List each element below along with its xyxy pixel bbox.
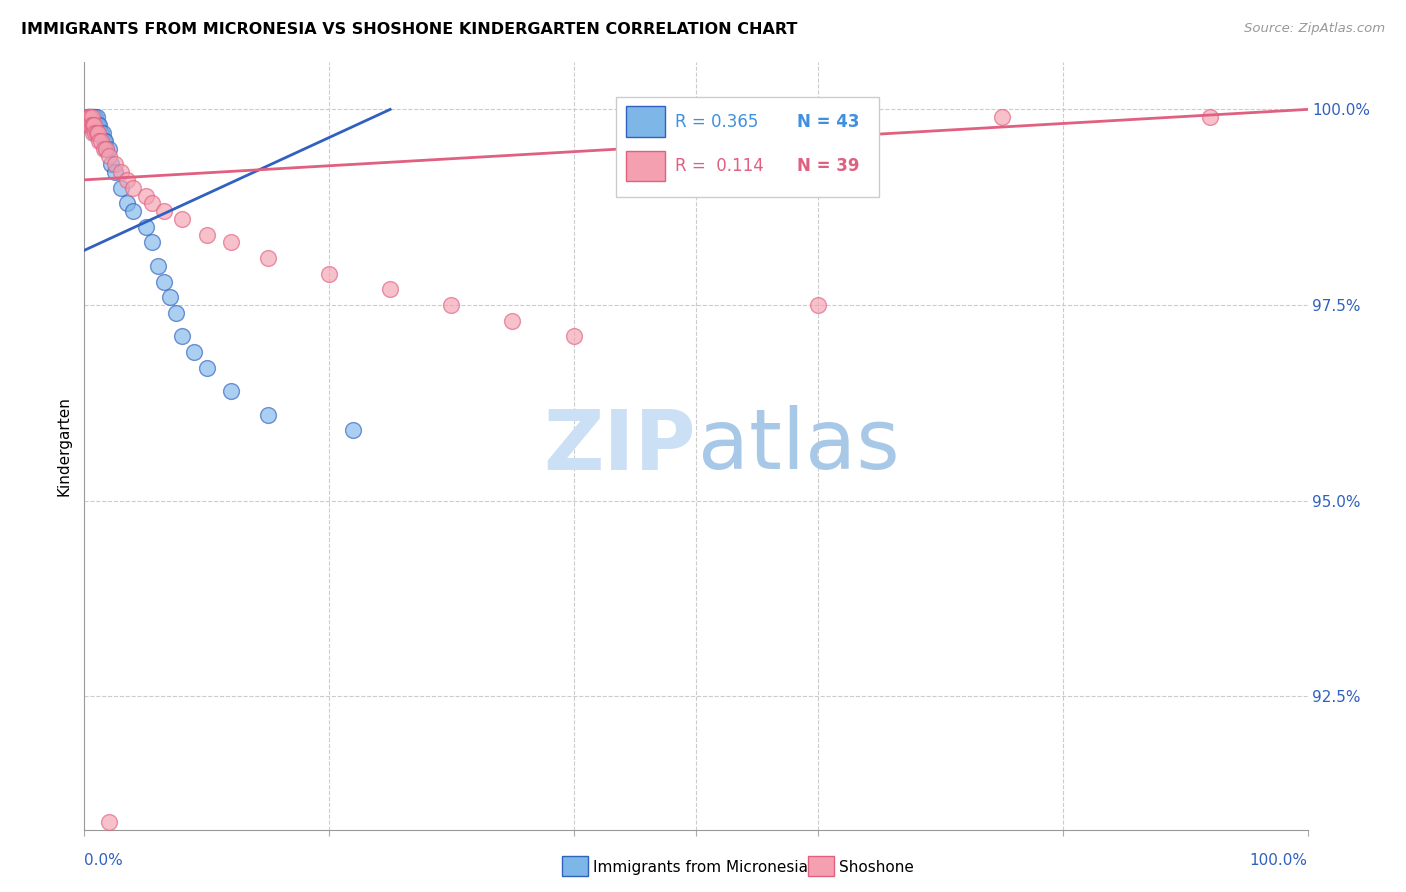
Point — [115, 196, 138, 211]
Point — [77, 110, 100, 124]
Point — [84, 118, 107, 132]
Point — [77, 110, 100, 124]
Point — [79, 110, 101, 124]
Point — [93, 142, 115, 156]
Point — [93, 134, 115, 148]
Point — [77, 110, 100, 124]
Point — [84, 110, 107, 124]
Text: ZIP: ZIP — [544, 406, 696, 486]
Y-axis label: Kindergarten: Kindergarten — [56, 396, 72, 496]
Point — [110, 165, 132, 179]
Point — [90, 134, 112, 148]
Point — [82, 110, 104, 124]
Text: atlas: atlas — [699, 406, 900, 486]
Point — [97, 149, 120, 163]
Point — [91, 126, 114, 140]
Point — [87, 134, 110, 148]
Point — [104, 165, 127, 179]
Point — [115, 173, 138, 187]
Point — [104, 157, 127, 171]
Point — [257, 251, 280, 265]
Point — [90, 126, 112, 140]
Point — [82, 118, 104, 132]
Point — [77, 110, 100, 124]
Point — [77, 118, 100, 132]
Point — [195, 227, 218, 242]
Point — [77, 118, 100, 132]
Point — [86, 126, 108, 140]
Text: R = 0.365: R = 0.365 — [675, 112, 759, 130]
Point — [97, 142, 120, 156]
Point — [96, 142, 118, 156]
Point — [172, 212, 194, 227]
Point — [80, 110, 103, 124]
Point — [318, 267, 340, 281]
Point — [219, 235, 242, 250]
Point — [153, 204, 176, 219]
Text: Immigrants from Micronesia: Immigrants from Micronesia — [593, 860, 808, 874]
Point — [77, 110, 100, 124]
FancyBboxPatch shape — [616, 97, 880, 197]
Text: IMMIGRANTS FROM MICRONESIA VS SHOSHONE KINDERGARTEN CORRELATION CHART: IMMIGRANTS FROM MICRONESIA VS SHOSHONE K… — [21, 22, 797, 37]
Point — [110, 180, 132, 194]
Point — [153, 275, 176, 289]
Point — [562, 329, 585, 343]
Point — [83, 110, 105, 124]
Text: 0.0%: 0.0% — [84, 853, 124, 868]
Point — [146, 259, 169, 273]
Point — [183, 345, 205, 359]
Point — [100, 157, 122, 171]
Text: N = 39: N = 39 — [797, 157, 860, 175]
Point — [86, 110, 108, 124]
Bar — [626, 106, 665, 136]
Text: R =  0.114: R = 0.114 — [675, 157, 763, 175]
Point — [76, 110, 98, 124]
Point — [87, 126, 110, 140]
Point — [991, 110, 1014, 124]
Point — [83, 118, 105, 132]
Point — [502, 314, 524, 328]
Point — [172, 329, 194, 343]
Point — [94, 134, 117, 148]
Point — [79, 110, 101, 124]
Point — [87, 126, 110, 140]
Point — [80, 110, 103, 124]
Point — [122, 204, 145, 219]
Point — [87, 118, 110, 132]
Point — [807, 298, 830, 312]
Point — [79, 110, 101, 124]
Text: 100.0%: 100.0% — [1250, 853, 1308, 868]
Text: N = 43: N = 43 — [797, 112, 860, 130]
Point — [141, 196, 163, 211]
Point — [96, 142, 118, 156]
Point — [122, 180, 145, 194]
Text: Source: ZipAtlas.com: Source: ZipAtlas.com — [1244, 22, 1385, 36]
Point — [86, 118, 108, 132]
Point — [82, 126, 104, 140]
Point — [83, 118, 105, 132]
Point — [135, 188, 157, 202]
Point — [219, 384, 242, 399]
Point — [440, 298, 463, 312]
Point — [80, 118, 103, 132]
Point — [76, 110, 98, 124]
Point — [165, 306, 187, 320]
Point — [141, 235, 163, 250]
Point — [1198, 110, 1220, 124]
Point — [135, 219, 157, 234]
Point — [257, 408, 280, 422]
Point — [380, 282, 402, 296]
Point — [84, 126, 107, 140]
Point — [79, 118, 101, 132]
Point — [80, 110, 103, 124]
Bar — [626, 151, 665, 181]
Point — [342, 423, 364, 437]
Point — [89, 126, 111, 140]
Text: Shoshone: Shoshone — [839, 860, 914, 874]
Point — [195, 360, 218, 375]
Point — [87, 118, 110, 132]
Point — [97, 814, 120, 829]
Point — [82, 110, 104, 124]
Point — [159, 290, 181, 304]
